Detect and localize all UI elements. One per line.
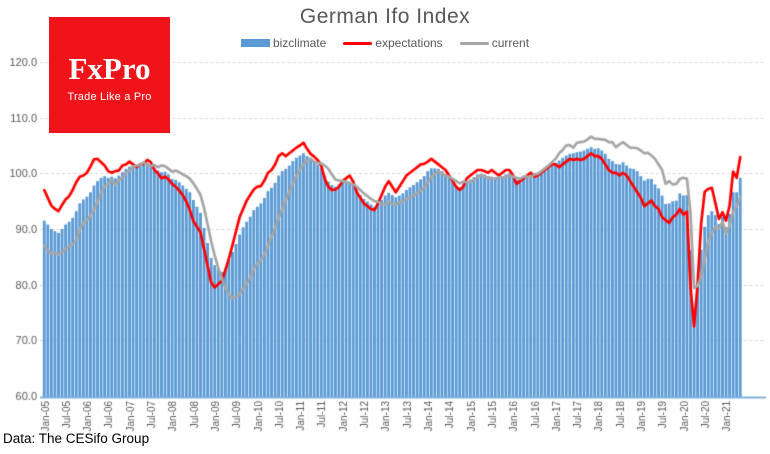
chart-legend: bizclimate expectations current (0, 35, 770, 51)
legend-swatch-expectations (343, 41, 373, 45)
fxpro-logo-tagline: Trade Like a Pro (67, 91, 152, 103)
chart-title: German Ifo Index (299, 5, 471, 28)
legend-label-expectations: expectations (375, 36, 443, 50)
legend-swatch-bizclimate (240, 39, 270, 47)
legend-label-current: current (491, 36, 530, 50)
legend-label-bizclimate: bizclimate (272, 36, 327, 50)
legend-item-expectations: expectations (343, 36, 443, 50)
legend-swatch-current (459, 41, 489, 45)
legend-item-current: current (459, 36, 530, 50)
data-source-label: Data: The CESifo Group (3, 431, 150, 446)
fxpro-logo: FxPro Trade Like a Pro (49, 17, 170, 133)
legend-item-bizclimate: bizclimate (240, 36, 327, 50)
fxpro-logo-title: FxPro (68, 51, 151, 86)
